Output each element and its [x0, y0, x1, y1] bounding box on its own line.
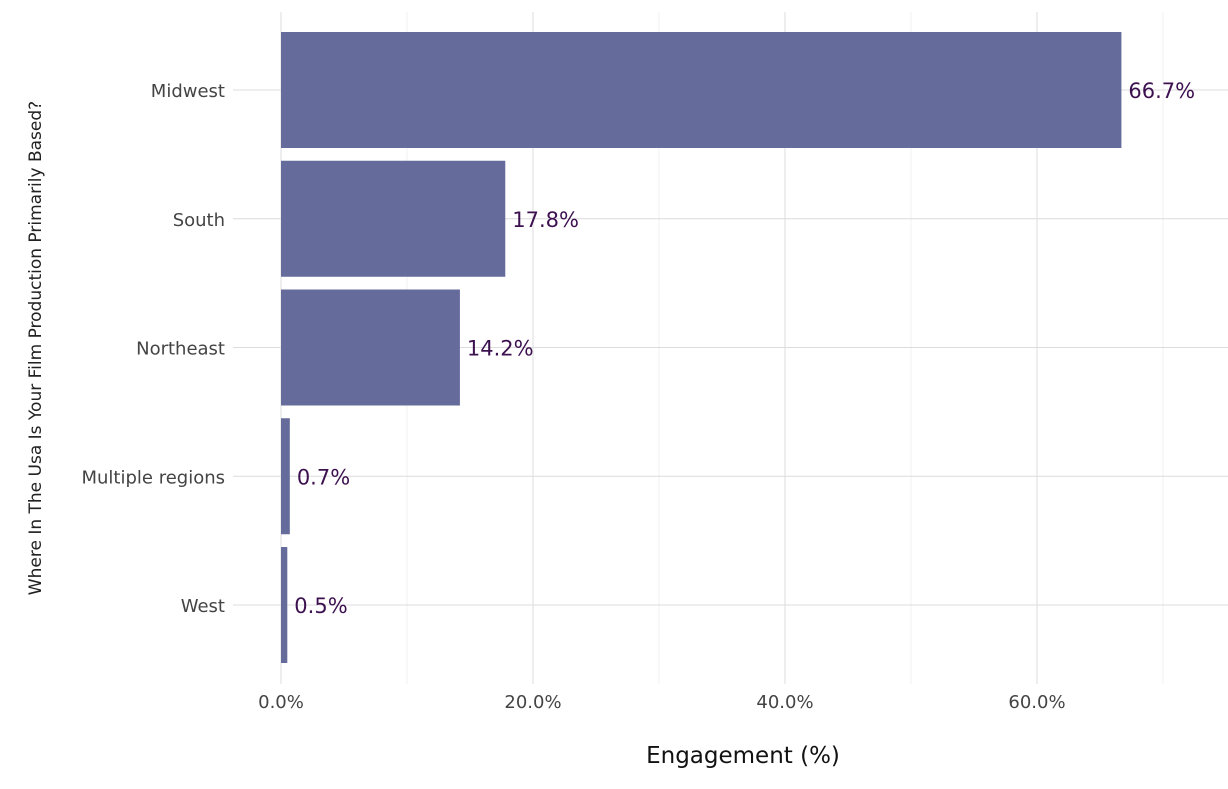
- data-label: 14.2%: [467, 337, 534, 361]
- bar: [281, 418, 290, 535]
- x-tick-label: 20.0%: [504, 692, 561, 713]
- category-label: South: [173, 210, 225, 231]
- data-label: 66.7%: [1128, 79, 1195, 103]
- bar: [281, 160, 506, 277]
- x-tick-label: 60.0%: [1008, 692, 1065, 713]
- bars: [281, 32, 1122, 663]
- bar: [281, 547, 288, 663]
- bar: [281, 32, 1122, 148]
- data-labels: 66.7% 17.8% 14.2% 0.7% 0.5%: [294, 79, 1195, 618]
- y-axis-categories: Midwest South Northeast Multiple regions Wes…: [81, 81, 225, 617]
- x-axis-title: Engagement (%): [646, 743, 840, 769]
- x-axis-ticks: 0.0% 20.0% 40.0% 60.0%: [258, 692, 1065, 713]
- bar: [281, 289, 460, 406]
- category-label: Northeast: [136, 339, 225, 360]
- data-label: 0.5%: [294, 594, 347, 618]
- category-label: West: [181, 596, 225, 617]
- category-label: Multiple regions: [81, 467, 225, 488]
- category-label: Midwest: [151, 81, 225, 102]
- data-label: 0.7%: [297, 465, 350, 489]
- x-tick-label: 40.0%: [756, 692, 813, 713]
- x-tick-label: 0.0%: [258, 692, 304, 713]
- data-label: 17.8%: [512, 208, 579, 232]
- y-axis-title: Where In The Usa Is Your Film Production…: [26, 100, 46, 596]
